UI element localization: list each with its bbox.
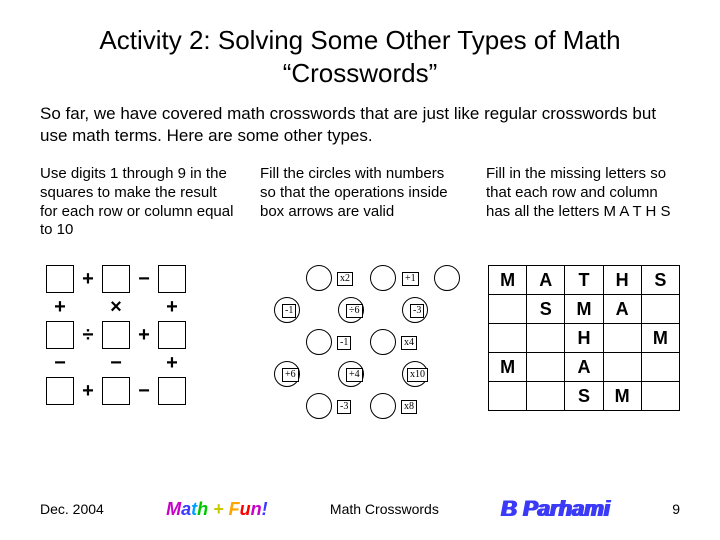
puzzle1-operator [74, 349, 102, 377]
puzzle2-circle [306, 329, 332, 355]
puzzle3-cell: A [565, 353, 603, 382]
footer-page: 9 [672, 501, 680, 517]
puzzle1-operator: ÷ [74, 321, 102, 349]
puzzle1-square [46, 377, 74, 405]
puzzle3-cell [489, 324, 527, 353]
puzzle2-circle [306, 265, 332, 291]
puzzle3-cell: M [489, 353, 527, 382]
puzzle2-op-box: -1 [337, 336, 351, 350]
puzzle3-cell [641, 353, 679, 382]
puzzle1-operator: − [130, 265, 158, 293]
footer-author: B Parhami [501, 496, 610, 522]
puzzle2-op-box: -3 [337, 400, 351, 414]
puzzle3-cell [641, 382, 679, 411]
puzzle2-circle [434, 265, 460, 291]
intro-text: So far, we have covered math crosswords … [40, 103, 680, 147]
columns: Use digits 1 through 9 in the squares to… [40, 165, 680, 425]
puzzle1-square [46, 265, 74, 293]
puzzle2-op-box: x8 [401, 400, 417, 414]
puzzle1-operator: − [130, 377, 158, 405]
puzzle1-operator: + [46, 293, 74, 321]
puzzle2-op-box: x2 [337, 272, 353, 286]
footer-date: Dec. 2004 [40, 501, 104, 517]
puzzle1-square [102, 265, 130, 293]
puzzle1-square [158, 377, 186, 405]
puzzle1-operator [130, 349, 158, 377]
math-fun-logo: Math + Fun! [166, 499, 268, 520]
footer-center: Math Crosswords [330, 501, 439, 517]
puzzle3-cell [489, 382, 527, 411]
puzzle3-cell: H [603, 266, 641, 295]
col2-desc: Fill the circles with numbers so that th… [260, 165, 460, 241]
puzzle1-operator: × [102, 293, 130, 321]
puzzle3-cell: S [527, 295, 565, 324]
puzzle3-cell [603, 353, 641, 382]
puzzle2-op-box: x10 [407, 368, 428, 382]
puzzle1-operator [130, 293, 158, 321]
puzzle1-operator: + [158, 293, 186, 321]
puzzle1-operator: − [102, 349, 130, 377]
puzzle3-cell: M [565, 295, 603, 324]
puzzle1-operator: − [46, 349, 74, 377]
puzzle2-op-box: -3 [410, 304, 424, 318]
footer: Dec. 2004 Math + Fun! Math Crosswords B … [40, 496, 680, 522]
puzzle1-operator: + [74, 377, 102, 405]
puzzle3-cell [527, 324, 565, 353]
puzzle1-operator: + [158, 349, 186, 377]
puzzle1-square [102, 321, 130, 349]
page-title: Activity 2: Solving Some Other Types of … [40, 24, 680, 89]
col1-desc: Use digits 1 through 9 in the squares to… [40, 165, 234, 241]
puzzle1-square [158, 265, 186, 293]
column-2: Fill the circles with numbers so that th… [260, 165, 460, 425]
puzzle-1-grid: +−+×+÷+−−++− [46, 265, 234, 405]
puzzle2-circle [306, 393, 332, 419]
puzzle1-operator: + [74, 265, 102, 293]
puzzle3-cell: M [641, 324, 679, 353]
puzzle2-op-box: +1 [402, 272, 419, 286]
puzzle3-cell: A [603, 295, 641, 324]
puzzle-2-circles: x2 +1 -1 ÷6 -3 -1 x4 +6 +4 x10 -3 x8 [260, 265, 460, 425]
puzzle1-operator [74, 293, 102, 321]
puzzle2-op-box: +4 [346, 368, 363, 382]
puzzle2-op-box: ÷6 [346, 304, 363, 318]
puzzle3-cell: H [565, 324, 603, 353]
puzzle3-cell [603, 324, 641, 353]
puzzle2-circle [370, 393, 396, 419]
puzzle3-cell: T [565, 266, 603, 295]
puzzle-3-grid: MATHSSMAHMMASM [488, 265, 680, 411]
column-3: Fill in the missing letters so that each… [486, 165, 680, 425]
puzzle3-cell [527, 353, 565, 382]
col3-desc: Fill in the missing letters so that each… [486, 165, 680, 241]
puzzle2-op-box: x4 [401, 336, 417, 350]
puzzle2-circle [370, 265, 396, 291]
puzzle2-circle [370, 329, 396, 355]
puzzle1-square [158, 321, 186, 349]
puzzle3-cell: A [527, 266, 565, 295]
puzzle3-cell: S [641, 266, 679, 295]
puzzle3-cell [641, 295, 679, 324]
puzzle1-operator: + [130, 321, 158, 349]
puzzle3-cell: M [489, 266, 527, 295]
puzzle2-op-box: -1 [282, 304, 296, 318]
puzzle3-cell [489, 295, 527, 324]
column-1: Use digits 1 through 9 in the squares to… [40, 165, 234, 425]
puzzle3-cell: M [603, 382, 641, 411]
puzzle3-cell [527, 382, 565, 411]
puzzle1-square [46, 321, 74, 349]
puzzle2-op-box: +6 [282, 368, 299, 382]
puzzle3-cell: S [565, 382, 603, 411]
puzzle1-square [102, 377, 130, 405]
